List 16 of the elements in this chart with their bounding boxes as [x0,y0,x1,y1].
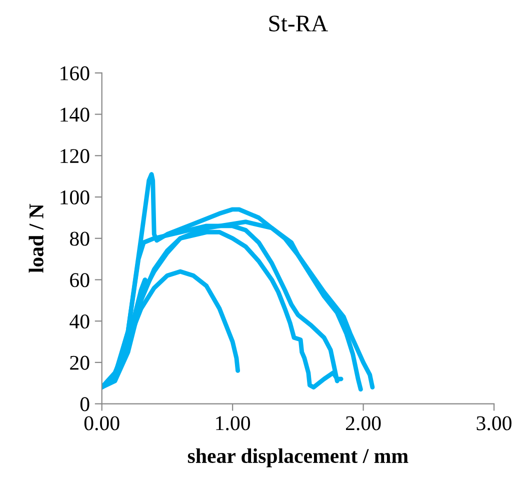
x-tick-label: 2.00 [346,416,381,430]
x-axis-title: shear displacement / mm [188,448,408,468]
y-tick-label: 160 [60,66,90,80]
y-tick-label: 120 [60,149,90,164]
y-tick-label: 100 [60,190,90,204]
y-tick-label: 140 [60,108,90,122]
y-tick-label: 80 [70,232,90,246]
y-axis-title: load / N [28,204,44,273]
y-tick-label: 20 [70,356,90,370]
x-tick-label: 3.00 [476,416,512,430]
x-tick-label: 0.00 [84,416,120,430]
y-tick-label: 60 [70,273,90,288]
y-tick-label: 40 [70,314,90,329]
chart-title: St-RA [269,16,328,32]
y-tick-label: 0 [80,397,90,412]
x-tick-label: 1.00 [216,416,250,430]
